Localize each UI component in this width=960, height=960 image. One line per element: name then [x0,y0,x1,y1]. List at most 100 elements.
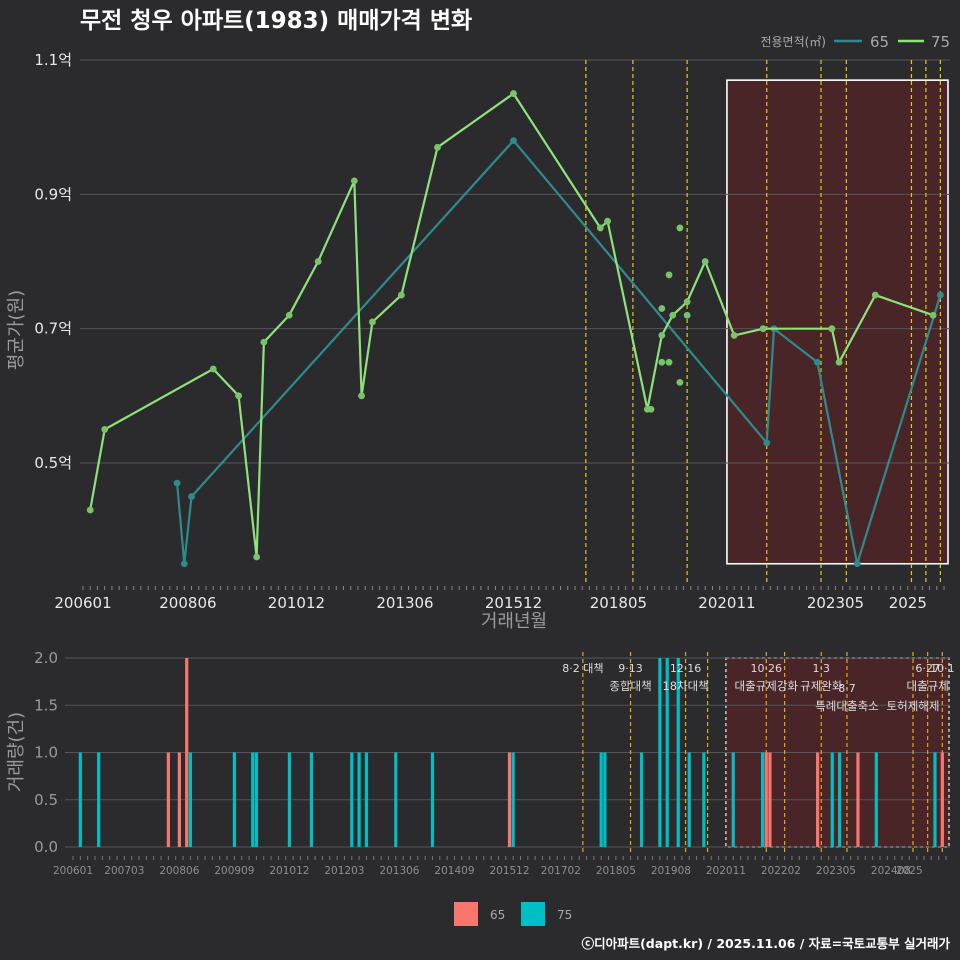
bar-75 [357,752,361,847]
bar-65 [177,752,181,847]
data-point-75 [596,224,604,232]
bar-65 [816,752,820,847]
data-point-75 [835,358,843,366]
bar-75 [511,752,515,847]
data-point-65 [853,560,861,568]
bar-65 [940,752,944,847]
annotation-date: 8·7 [838,682,856,695]
legend-label-65: 65 [490,908,505,922]
chart-title: 무전 청우 아파트(1983) 매매가격 변화 [80,8,472,34]
annotation-text: 종합대책 [609,679,651,693]
data-point-75 [828,325,836,333]
x-tick-label: 201805 [596,865,636,877]
data-point-65 [173,479,181,487]
data-point-75 [253,553,261,561]
data-point-75 [871,291,879,299]
annotation-text: 대출규제강화 [735,679,799,693]
bar-65 [764,752,768,847]
bar-75 [603,752,607,847]
bar-75 [430,752,435,847]
data-point-75 [658,305,666,312]
data-point-75 [101,426,109,433]
data-point-75 [658,331,666,339]
bar-75 [78,752,82,847]
x-tick-label: 200806 [159,594,216,612]
x-tick-label: 201805 [590,594,647,612]
data-point-65 [763,439,771,447]
price-chart: 0.5억 0.7억 0.9억 1.1억 200601 200806 201012 201306… [6,33,950,632]
legend-title: 전용면적(㎡) [760,35,826,49]
x-tick-label: 200703 [104,865,144,877]
x-tick-label: 201512 [485,594,542,612]
bar-75 [830,752,834,847]
data-point-75 [658,358,666,366]
bar-75 [394,752,398,847]
bar-75 [933,752,937,847]
x-tick-label: 201012 [268,594,325,612]
bar-75 [188,752,192,847]
annotation-date: 9·13 [618,662,643,675]
credit-line: ⓒ디아파트(dapt.kr) / 2025.11.06 / 자료=국토교통부 실… [582,936,951,951]
data-point-75 [397,291,405,299]
x-tick-label: 201306 [376,594,433,612]
highlight-box [726,79,949,565]
data-point-75 [260,338,268,346]
bar-75 [639,752,644,847]
annotation-text: 대출규제 [906,679,948,693]
bar-75 [702,752,706,847]
legend-swatch-65 [454,902,478,926]
x-tick-label: 201702 [541,865,581,877]
data-point-75 [434,143,441,151]
annotation-date: 1·3 [813,662,831,675]
data-point-75 [730,331,738,339]
y-tick-label: 1.1억 [34,51,72,69]
data-point-75 [358,392,365,400]
annotation-date: 8·2 대책 [562,662,603,675]
bar-75 [760,752,765,847]
data-point-75 [235,392,242,400]
bar-75 [97,752,101,847]
bar-75 [665,658,669,847]
x-tick-label: 201203 [324,865,364,877]
bar-65 [185,658,189,847]
bar-65 [768,752,772,847]
y-tick-label: 0.7억 [34,320,72,338]
annotation-date: 12·16 [670,662,702,675]
x-tick-label: 202011 [698,594,755,612]
data-point-75 [683,311,691,319]
bar-75 [731,752,735,847]
legend-label-75: 75 [557,908,572,922]
y-tick-label: 1.5 [34,696,58,714]
x-tick-label: 201306 [379,865,419,877]
bar-75 [364,752,369,847]
data-point-65 [813,358,821,366]
y-tick-label: 2.0 [34,649,58,667]
x-tick-label: 201512 [489,865,529,877]
data-point-75 [369,318,376,326]
data-point-75 [665,271,673,279]
bar-75 [658,658,662,847]
data-point-75 [86,506,94,514]
x-tick-label: 200909 [214,865,254,877]
data-point-75 [929,311,937,319]
data-point-75 [510,90,517,97]
data-point-75 [683,298,691,306]
x-tick-label: 200601 [53,865,93,877]
data-point-75 [604,217,611,225]
data-point-75 [676,224,684,232]
bar-65 [507,752,512,847]
data-point-75 [669,311,677,319]
bar-75 [874,752,878,847]
annotation-date: 10·26 [751,662,783,675]
bar-75 [350,752,354,847]
bar-65 [856,752,860,847]
x-tick-label: 202408 [871,865,911,877]
data-point-65 [180,560,188,568]
x-tick-label: 202305 [807,594,864,612]
data-point-65 [936,291,944,299]
bar-75 [687,752,691,847]
annotation-text: 토허제해제 [887,699,940,713]
annotation-text: 18차대책 [662,679,708,693]
x-tick-label: 202305 [816,865,856,877]
